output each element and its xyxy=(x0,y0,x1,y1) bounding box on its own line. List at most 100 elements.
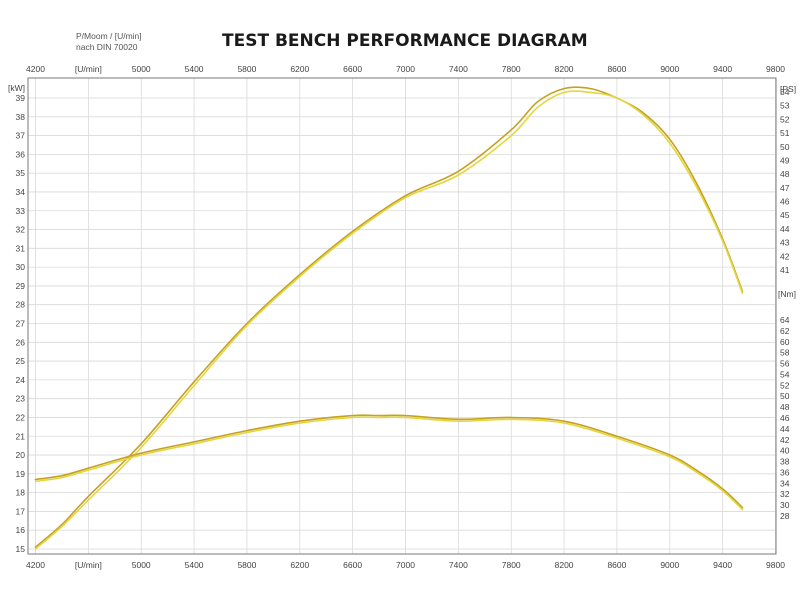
chart-title: TEST BENCH PERFORMANCE DIAGRAM xyxy=(222,31,588,51)
x-tick-label-bottom: 5000 xyxy=(132,560,151,570)
y-tick-label-left: 22 xyxy=(16,412,26,422)
y-tick-label-left: 25 xyxy=(16,356,26,366)
x-tick-label-bottom: 7000 xyxy=(396,560,415,570)
x-tick-label-bottom: 8200 xyxy=(555,560,574,570)
y-tick-label-right-ps: 53 xyxy=(780,101,790,111)
y-tick-label-right-nm: 44 xyxy=(780,424,790,434)
y-tick-label-right-nm: 42 xyxy=(780,435,790,445)
x-tick-label-bottom: 9800 xyxy=(766,560,785,570)
series-line-3 xyxy=(34,414,744,509)
y-tick-label-left: 28 xyxy=(16,300,26,310)
x-tick-label-top: [U/min] xyxy=(75,64,102,74)
y-tick-label-left: 15 xyxy=(16,544,26,554)
x-tick-label-bottom: 4200 xyxy=(26,560,45,570)
y-tick-label-right-nm: 46 xyxy=(780,413,790,423)
x-tick-label-top: 8600 xyxy=(607,64,626,74)
y-tick-label-right-nm: 40 xyxy=(780,446,790,456)
y-tick-label-left: 35 xyxy=(16,168,26,178)
left-axis-unit-label: [kW] xyxy=(8,83,25,93)
x-tick-label-bottom: 6600 xyxy=(343,560,362,570)
y-tick-label-left: 16 xyxy=(16,525,26,535)
series-line-1 xyxy=(34,86,744,548)
plot-frame xyxy=(27,77,777,555)
y-tick-label-right-ps: 49 xyxy=(780,155,790,165)
x-tick-label-top: 9400 xyxy=(713,64,732,74)
right-ps-axis-unit-label: [PS] xyxy=(780,84,796,94)
x-tick-label-bottom: 9000 xyxy=(660,560,679,570)
x-tick-label-bottom: 7800 xyxy=(502,560,521,570)
y-tick-label-right-nm: 54 xyxy=(780,369,790,379)
y-tick-label-right-ps: 54 xyxy=(780,87,790,97)
x-tick-label-bottom: 9400 xyxy=(713,560,732,570)
series-lines xyxy=(34,86,744,550)
x-tick-label-top: 7800 xyxy=(502,64,521,74)
y-tick-label-right-nm: 58 xyxy=(780,348,790,358)
x-tick-label-top: 5400 xyxy=(185,64,204,74)
x-tick-label-bottom: 8600 xyxy=(607,560,626,570)
y-tick-label-left: 36 xyxy=(16,149,26,159)
y-tick-label-right-ps: 44 xyxy=(780,224,790,234)
y-tick-label-right-ps: 51 xyxy=(780,128,790,138)
x-tick-label-top: 6200 xyxy=(290,64,309,74)
y-tick-label-left: 21 xyxy=(16,431,26,441)
y-tick-label-right-nm: 48 xyxy=(780,402,790,412)
y-tick-label-right-nm: 34 xyxy=(780,478,790,488)
y-axis-right-ps: 54 53 52 51 50 49 48 47 46 45 44 43 42 41 xyxy=(780,87,790,275)
x-tick-label-bottom: 6200 xyxy=(290,560,309,570)
x-tick-label-top: 7400 xyxy=(449,64,468,74)
x-tick-label-top: 7000 xyxy=(396,64,415,74)
y-tick-label-right-nm: 30 xyxy=(780,500,790,510)
y-tick-label-right-ps: 45 xyxy=(780,210,790,220)
y-tick-label-left: 19 xyxy=(16,469,26,479)
y-tick-label-right-ps: 48 xyxy=(780,169,790,179)
y-tick-label-left: 30 xyxy=(16,262,26,272)
subtitle-line-2: nach DIN 70020 xyxy=(76,42,138,52)
y-tick-label-left: 20 xyxy=(16,450,26,460)
x-tick-label-top: 6600 xyxy=(343,64,362,74)
y-tick-label-left: 37 xyxy=(16,131,26,141)
y-tick-label-left: 29 xyxy=(16,281,26,291)
y-tick-label-left: 23 xyxy=(16,394,26,404)
x-axis-bottom: 4200 [U/min] 5000 5400 5800 6200 6600 7000 7400 7… xyxy=(26,560,785,570)
y-tick-label-right-ps: 43 xyxy=(780,238,790,248)
x-tick-label-top: 4200 xyxy=(26,64,45,74)
y-tick-label-right-nm: 38 xyxy=(780,457,790,467)
y-tick-label-right-ps: 50 xyxy=(780,142,790,152)
y-tick-label-left: 32 xyxy=(16,225,26,235)
series-line-2 xyxy=(34,90,744,550)
y-tick-label-left: 17 xyxy=(16,506,26,516)
y-tick-label-right-nm: 52 xyxy=(780,380,790,390)
grid xyxy=(28,78,776,554)
x-tick-label-top: 5800 xyxy=(237,64,256,74)
y-tick-label-right-nm: 64 xyxy=(780,315,790,325)
y-tick-label-right-nm: 36 xyxy=(780,467,790,477)
x-tick-label-bottom: 7400 xyxy=(449,560,468,570)
x-tick-label-top: 9000 xyxy=(660,64,679,74)
y-tick-label-right-ps: 52 xyxy=(780,114,790,124)
x-axis-top: 4200 [U/min] 5000 5400 5800 6200 6600 7000 7400 7… xyxy=(26,64,785,74)
y-tick-label-left: 33 xyxy=(16,206,26,216)
y-tick-label-right-nm: 62 xyxy=(780,326,790,336)
x-tick-label-top: 9800 xyxy=(766,64,785,74)
x-tick-label-top: 8200 xyxy=(555,64,574,74)
y-tick-label-right-nm: 50 xyxy=(780,391,790,401)
x-tick-label-bottom: 5400 xyxy=(185,560,204,570)
y-tick-label-left: 34 xyxy=(16,187,26,197)
y-tick-label-left: 38 xyxy=(16,112,26,122)
y-tick-label-right-nm: 32 xyxy=(780,489,790,499)
y-tick-label-right-nm: 60 xyxy=(780,337,790,347)
x-tick-label-bottom: 5800 xyxy=(237,560,256,570)
y-tick-label-left: 31 xyxy=(16,243,26,253)
y-tick-label-left: 39 xyxy=(16,93,26,103)
y-tick-label-right-ps: 42 xyxy=(780,251,790,261)
series-line-4 xyxy=(34,416,744,511)
y-tick-label-left: 26 xyxy=(16,337,26,347)
y-tick-label-right-nm: 28 xyxy=(780,511,790,521)
x-tick-label-bottom: [U/min] xyxy=(75,560,102,570)
subtitle-line-1: P/Moom / [U/min] xyxy=(76,31,142,41)
x-tick-label-top: 5000 xyxy=(132,64,151,74)
y-tick-label-right-ps: 47 xyxy=(780,183,790,193)
y-tick-label-right-ps: 46 xyxy=(780,197,790,207)
